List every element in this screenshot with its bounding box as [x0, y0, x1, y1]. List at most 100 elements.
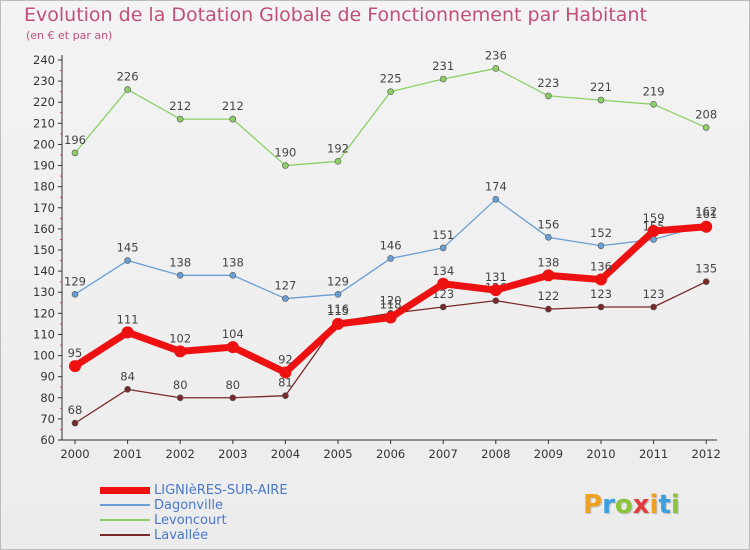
x-tick-label: 2004	[271, 447, 300, 461]
data-point	[226, 341, 239, 354]
data-point	[176, 115, 184, 123]
data-point	[700, 220, 713, 233]
data-point	[279, 366, 292, 379]
data-point	[332, 317, 344, 330]
data-point	[439, 303, 447, 311]
data-label: 192	[327, 141, 349, 155]
data-point	[597, 242, 605, 250]
legend-item: LIGNIèRES-SUR-AIRE	[100, 483, 400, 498]
legend-item: Levoncourt	[100, 513, 400, 528]
data-label: 162	[695, 205, 717, 219]
legend-swatch	[100, 504, 150, 506]
data-point	[439, 75, 447, 83]
data-label: 123	[590, 287, 612, 301]
data-label: 161	[695, 207, 717, 221]
legend: LIGNIèRES-SUR-AIRE Dagonville Levoncourt La…	[100, 483, 400, 543]
data-point	[650, 101, 657, 108]
data-label: 219	[643, 84, 665, 98]
y-tick-label: 190	[33, 159, 55, 173]
data-point	[545, 234, 552, 241]
x-tick-label: 2009	[534, 447, 563, 461]
data-point	[489, 284, 502, 297]
y-tick-label: 60	[40, 433, 55, 447]
data-point	[492, 65, 500, 72]
data-label: 84	[120, 369, 135, 383]
data-point	[597, 96, 605, 104]
y-tick-label: 120	[33, 306, 55, 320]
data-label: 92	[278, 352, 293, 366]
y-tick-label: 70	[40, 412, 55, 426]
brand-letter: t	[658, 490, 671, 520]
data-point	[545, 92, 552, 100]
y-tick-label: 100	[33, 349, 55, 363]
x-tick-label: 2007	[429, 447, 458, 461]
data-label: 152	[590, 226, 612, 240]
data-point	[647, 225, 660, 237]
brand-letter: o	[614, 490, 633, 520]
legend-label: LIGNIèRES-SUR-AIRE	[154, 483, 288, 498]
data-point	[384, 311, 397, 324]
data-point	[334, 158, 342, 165]
data-label: 81	[278, 376, 293, 390]
data-label: 156	[537, 217, 559, 231]
data-point	[124, 386, 131, 393]
data-label: 138	[222, 255, 244, 269]
data-point	[492, 196, 500, 203]
legend-swatch	[100, 534, 150, 536]
y-tick-label: 240	[33, 53, 55, 67]
data-label: 225	[380, 72, 402, 86]
data-label: 129	[327, 274, 349, 288]
brand-letter: x	[632, 490, 650, 520]
x-tick-label: 2008	[481, 447, 510, 461]
data-label: 80	[173, 378, 188, 392]
data-label: 95	[68, 346, 83, 360]
data-point	[121, 326, 134, 339]
data-point	[176, 272, 184, 279]
brand-letter: r	[602, 490, 615, 520]
data-point	[69, 360, 81, 373]
data-label: 104	[222, 327, 244, 341]
y-tick-label: 230	[33, 74, 55, 88]
data-point	[439, 244, 447, 252]
data-label: 196	[64, 133, 86, 147]
x-tick-label: 2011	[639, 447, 668, 461]
chart-title: Evolution de la Dotation Globale de Fonc…	[24, 4, 647, 26]
data-label: 236	[485, 48, 507, 62]
data-point	[282, 295, 289, 302]
data-point	[387, 255, 394, 262]
data-point	[174, 345, 187, 358]
data-point	[229, 115, 237, 123]
data-label: 134	[432, 264, 454, 278]
y-tick-label: 140	[33, 264, 55, 278]
x-tick-label: 2006	[376, 447, 405, 461]
data-point	[229, 272, 237, 279]
legend-item: Dagonville	[100, 498, 400, 513]
legend-swatch	[100, 486, 150, 494]
x-tick-label: 2000	[60, 447, 89, 461]
legend-item: Lavallée	[100, 528, 400, 543]
data-point	[71, 291, 79, 298]
y-tick-label: 80	[40, 391, 55, 405]
legend-label: Dagonville	[154, 498, 223, 513]
data-label: 159	[643, 211, 665, 225]
data-label: 118	[380, 298, 402, 312]
data-point	[176, 394, 184, 402]
data-point	[545, 305, 552, 313]
x-tick-label: 2012	[692, 447, 721, 461]
y-tick-label: 130	[33, 285, 55, 299]
data-label: 145	[117, 241, 139, 255]
data-point	[492, 297, 500, 304]
x-tick-label: 2010	[586, 447, 615, 461]
data-label: 123	[643, 287, 665, 301]
y-tick-label: 170	[33, 201, 55, 215]
x-tick-label: 2003	[218, 447, 247, 461]
data-label: 80	[225, 378, 240, 392]
data-label: 111	[117, 312, 139, 326]
y-tick-label: 150	[33, 243, 55, 257]
data-point	[387, 88, 394, 95]
legend-swatch	[100, 519, 150, 521]
data-label: 231	[432, 59, 454, 73]
data-label: 116	[327, 302, 349, 316]
data-point	[597, 303, 605, 311]
